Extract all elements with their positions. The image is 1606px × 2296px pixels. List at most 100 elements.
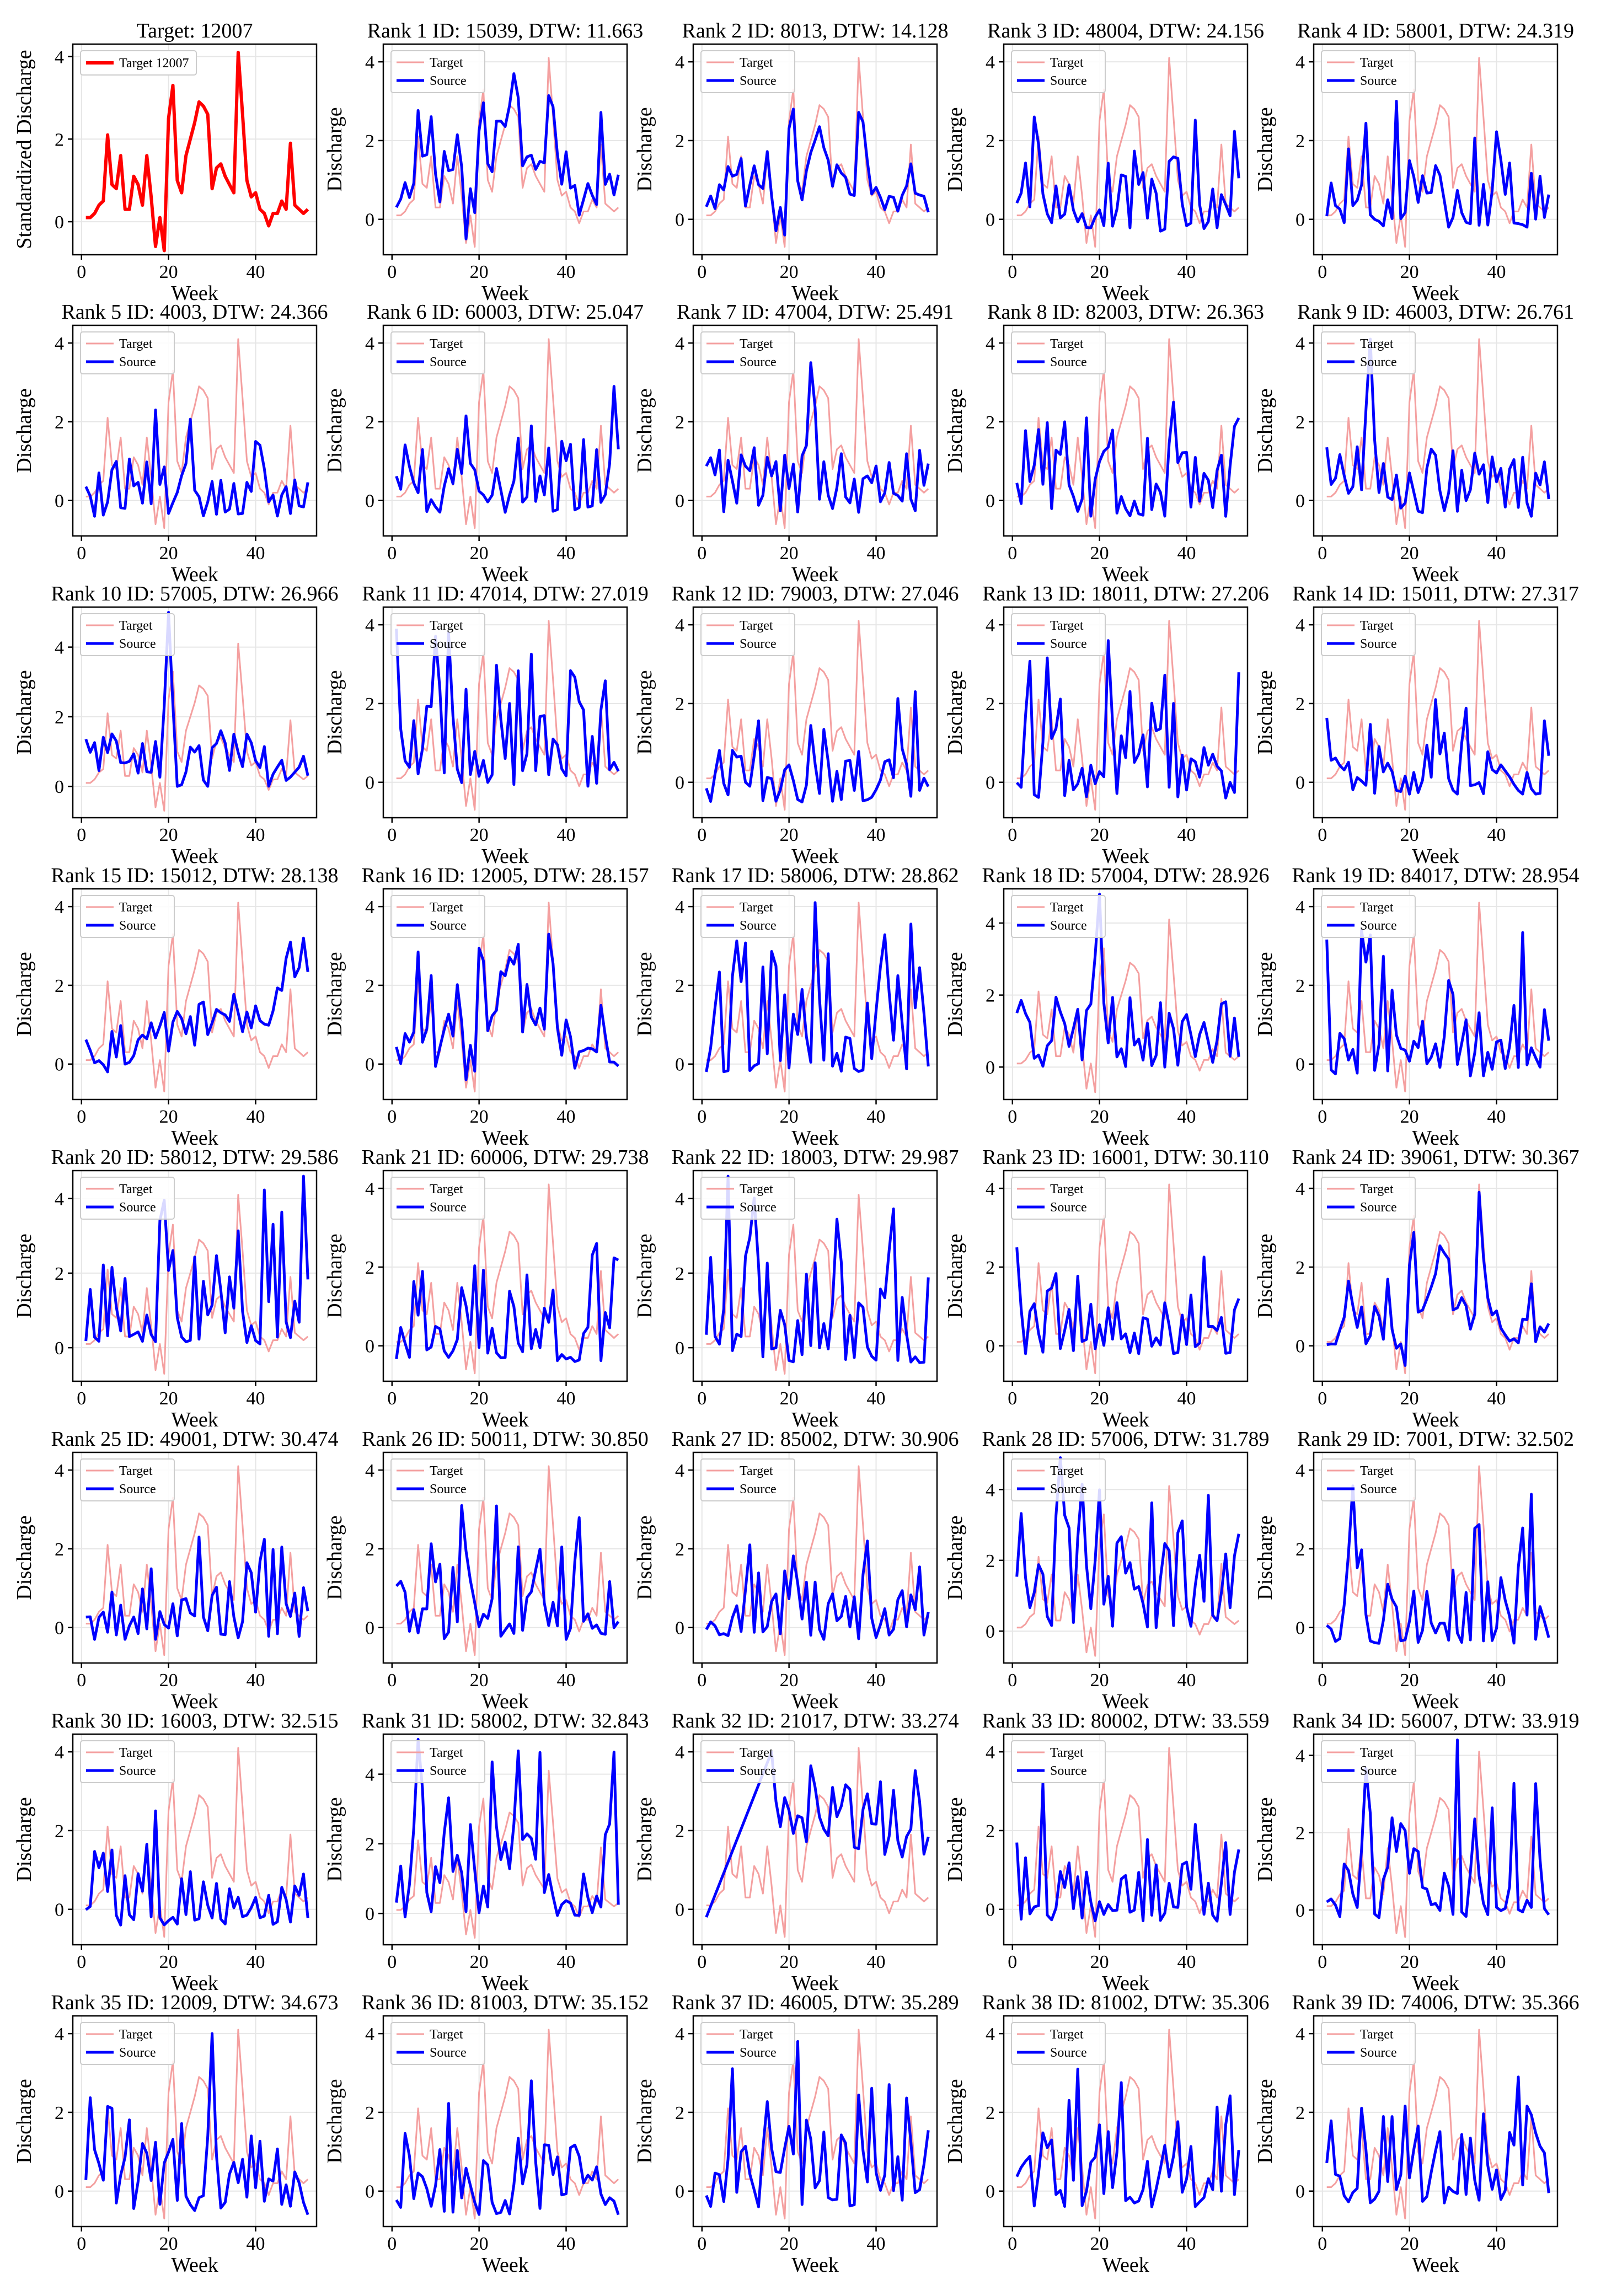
y-axis-label: Discharge [1254, 1797, 1277, 1881]
axes-frame [382, 2015, 628, 2228]
subplot-title: Rank 1 ID: 15039, DTW: 11.663 [367, 19, 644, 42]
x-tick-label: 40 [1177, 825, 1196, 845]
y-tick-label: 0 [55, 1055, 64, 1075]
y-tick-label: 2 [55, 2103, 64, 2123]
legend-box [700, 1177, 795, 1220]
y-tick-label: 0 [1295, 2182, 1305, 2202]
y-tick-label: 4 [365, 1765, 374, 1785]
source-series-line [705, 1539, 930, 1641]
legend-box [1321, 331, 1416, 374]
y-axis-label: Discharge [633, 952, 656, 1036]
x-tick-label: 0 [697, 262, 706, 282]
legend-box [390, 1177, 485, 1220]
subplot-title: Rank 37 ID: 46005, DTW: 35.289 [671, 1991, 959, 2014]
y-tick-label: 4 [1295, 615, 1305, 636]
x-tick-label: 20 [1090, 1952, 1109, 1972]
x-axis-label: Week [171, 1690, 218, 1713]
y-tick-label: 2 [1295, 1258, 1305, 1278]
source-series-line [1015, 893, 1240, 1069]
subplot-11: 0 20 40 0 2 4 Rank 11 ID: 47014, DTW: 27.019 We… [323, 582, 649, 868]
axes-frame [382, 43, 628, 256]
legend-source-label: Source [740, 74, 777, 88]
x-tick-label: 20 [780, 1670, 799, 1691]
legend-target-label: Target 12007 [119, 56, 189, 71]
legend-source-label: Source [1050, 1764, 1087, 1778]
y-tick-label: 4 [986, 1179, 995, 1199]
x-tick-label: 40 [247, 1388, 265, 1409]
legend-target-label: Target [740, 900, 773, 915]
y-tick-label: 2 [675, 694, 684, 715]
legend-target-label: Target [1360, 337, 1394, 351]
target-faded-line [1326, 1183, 1550, 1375]
y-tick-label: 2 [365, 976, 374, 996]
legend-source-label: Source [1360, 74, 1397, 88]
legend-target-label: Target [1360, 1182, 1394, 1197]
source-series-line [1015, 1456, 1240, 1629]
x-tick-label: 40 [247, 1670, 265, 1691]
legend-source-label: Source [740, 1764, 777, 1778]
subplot-title: Rank 36 ID: 81003, DTW: 35.152 [361, 1991, 649, 2014]
subplot-2: 0 20 40 0 2 4 Rank 2 ID: 8013, DTW: 14.128 Week… [633, 19, 949, 305]
x-tick-label: 40 [867, 1952, 886, 1972]
y-tick-label: 4 [986, 334, 995, 354]
source-series-line [1015, 115, 1240, 233]
y-tick-label: 0 [986, 1058, 995, 1078]
source-series-line [1326, 1190, 1550, 1367]
legend-target-label: Target [119, 2027, 153, 2042]
y-tick-label: 0 [675, 1900, 684, 1921]
legend-target-label: Target [1050, 1746, 1084, 1760]
legend-target-label: Target [119, 337, 153, 351]
legend-source-label: Source [119, 637, 156, 651]
x-tick-label: 0 [1008, 1388, 1017, 1409]
y-axis-label: Discharge [944, 952, 967, 1036]
legend-source-label: Source [1360, 355, 1397, 369]
legend-target-label: Target [119, 1464, 153, 1478]
subplot-28: 0 20 40 0 2 4 Rank 28 ID: 57006, DTW: 31.789 We… [944, 1428, 1270, 1713]
subplot-title: Rank 5 ID: 4003, DTW: 24.366 [61, 301, 328, 324]
legend-target-label: Target [740, 619, 773, 633]
legend-box [700, 1458, 795, 1501]
x-axis-label: Week [481, 1690, 529, 1713]
legend-source-label: Source [1050, 2046, 1087, 2060]
y-axis-label: Discharge [944, 107, 967, 191]
x-tick-label: 40 [557, 1388, 576, 1409]
subplot-30: 0 20 40 0 2 4 Rank 30 ID: 16003, DTW: 32.515 We… [13, 1709, 339, 1995]
x-tick-label: 40 [1177, 543, 1196, 564]
x-tick-label: 20 [470, 1107, 489, 1127]
legend-box [700, 1740, 795, 1783]
y-tick-label: 4 [55, 47, 64, 67]
legend-target-label: Target [1050, 2027, 1084, 2042]
x-tick-label: 40 [247, 262, 265, 282]
x-tick-label: 0 [387, 1952, 397, 1972]
legend-box [80, 613, 175, 656]
source-series-line [85, 1809, 309, 1927]
legend-target-label: Target [119, 900, 153, 915]
x-tick-label: 0 [697, 1107, 706, 1127]
x-tick-label: 0 [1008, 1670, 1017, 1691]
subplot-35: 0 20 40 0 2 4 Rank 35 ID: 12009, DTW: 34.673 We… [13, 1991, 339, 2277]
x-axis-label: Week [1102, 1408, 1149, 1431]
subplot-title: Rank 6 ID: 60003, DTW: 25.047 [367, 301, 644, 324]
legend-box [390, 1458, 485, 1501]
x-tick-label: 20 [159, 825, 178, 845]
subplot-25: 0 20 40 0 2 4 Rank 25 ID: 49001, DTW: 30.474 We… [13, 1428, 339, 1713]
x-tick-label: 0 [77, 1952, 86, 1972]
subplot-title: Rank 33 ID: 80002, DTW: 33.559 [982, 1709, 1269, 1732]
legend-box [80, 331, 175, 374]
subplot-34: 0 20 40 0 2 4 Rank 34 ID: 56007, DTW: 33.919 We… [1254, 1709, 1580, 1995]
axes-frame [72, 2015, 318, 2228]
subplot-title: Rank 14 ID: 15011, DTW: 27.317 [1292, 582, 1579, 605]
x-tick-label: 20 [159, 1107, 178, 1127]
y-tick-label: 4 [365, 2024, 374, 2045]
target-faded-line [1016, 1183, 1240, 1375]
legend-source-label: Source [740, 2046, 777, 2060]
y-axis-label: Discharge [633, 1515, 656, 1600]
y-tick-label: 2 [55, 976, 64, 996]
source-series-line [85, 1536, 309, 1641]
y-tick-label: 4 [986, 615, 995, 636]
y-tick-label: 0 [1295, 491, 1305, 512]
subplot-38: 0 20 40 0 2 4 Rank 38 ID: 81002, DTW: 35.306 We… [944, 1991, 1270, 2277]
y-tick-label: 4 [986, 52, 995, 73]
subplot-title: Rank 29 ID: 7001, DTW: 32.502 [1297, 1428, 1574, 1451]
y-tick-label: 0 [675, 773, 684, 793]
